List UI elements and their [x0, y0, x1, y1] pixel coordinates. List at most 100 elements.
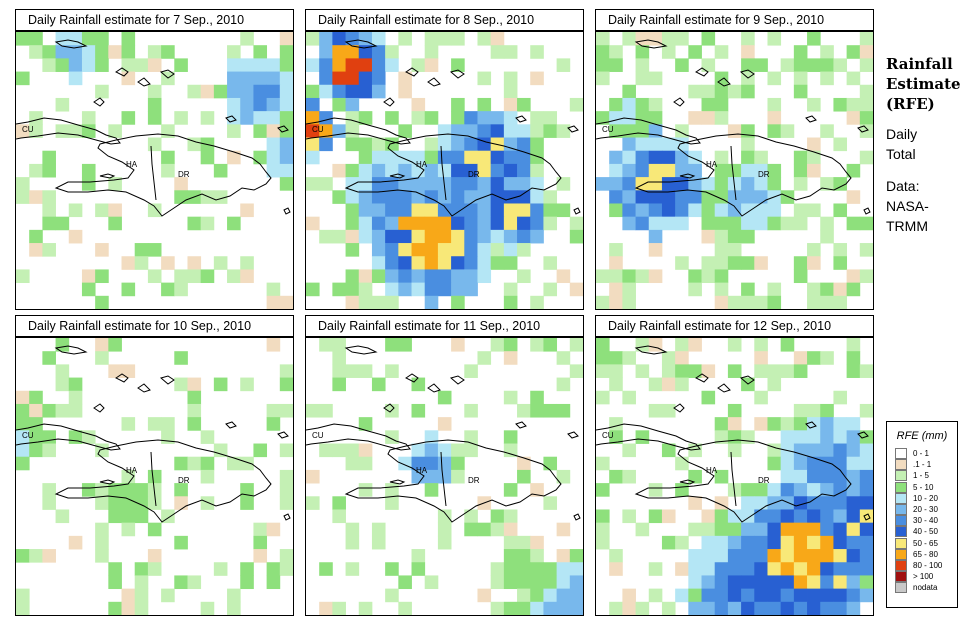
- rainfall-cell: [174, 483, 188, 497]
- rainfall-cell: [411, 150, 426, 165]
- legend-label: 80 - 100: [913, 560, 943, 570]
- rainfall-cell: [543, 456, 558, 471]
- rainfall-cell: [174, 177, 188, 191]
- rainfall-cell: [793, 203, 808, 218]
- rainfall-cell: [556, 588, 571, 603]
- rainfall-cell: [411, 377, 426, 392]
- rainfall-cell: [635, 58, 650, 72]
- rainfall-cell: [121, 522, 136, 537]
- rainfall-cell: [503, 483, 518, 497]
- rainfall-cell: [437, 509, 452, 524]
- rainfall-cell: [833, 496, 848, 510]
- coastline: [427, 383, 441, 393]
- rainfall-cell: [345, 58, 360, 72]
- rainfall-cell: [767, 71, 782, 86]
- rainfall-cell: [55, 97, 70, 112]
- rainfall-cell: [437, 535, 452, 550]
- rainfall-cell: [424, 203, 439, 218]
- rainfall-cell: [240, 97, 254, 112]
- coastline: [99, 479, 116, 485]
- rainfall-cell: [464, 163, 478, 178]
- legend-swatch: [895, 470, 907, 482]
- rainfall-cell: [371, 71, 386, 86]
- rainfall-cell: [833, 282, 848, 297]
- rainfall-cell: [134, 588, 149, 603]
- rainfall-cell: [81, 124, 96, 138]
- rainfall-cell: [688, 522, 702, 537]
- rainfall-cell: [411, 469, 426, 484]
- rainfall-cell: [477, 111, 492, 125]
- rainfall-cell: [16, 601, 30, 615]
- rainfall-cell: [490, 45, 505, 59]
- rainfall-cell: [174, 575, 188, 590]
- rainfall-cell: [477, 256, 492, 270]
- rainfall-cell: [95, 535, 109, 550]
- country-label-cuba: CU: [312, 431, 324, 440]
- rainfall-cell: [807, 588, 821, 603]
- rainfall-cell: [569, 562, 583, 576]
- rainfall-cell: [503, 390, 518, 405]
- rainfall-cell: [371, 177, 386, 191]
- rainfall-cell: [793, 430, 808, 444]
- rainfall-cell: [81, 58, 96, 72]
- rainfall-cell: [68, 390, 83, 405]
- rainfall-cell: [108, 203, 122, 218]
- rainfall-cell: [345, 282, 360, 297]
- rainfall-cell: [95, 295, 109, 309]
- rainfall-cell: [121, 483, 136, 497]
- rainfall-cell: [780, 483, 795, 497]
- country-label-dominican-republic: DR: [758, 476, 770, 485]
- rainfall-cell: [609, 549, 623, 563]
- country-label-haiti: HA: [706, 160, 718, 169]
- rainfall-cell: [807, 535, 821, 550]
- rainfall-cell: [609, 377, 623, 392]
- rainfall-cell: [266, 417, 281, 431]
- rainfall-cell: [411, 269, 426, 284]
- legend-label: 40 - 50: [913, 527, 938, 537]
- rainfall-cell: [464, 111, 478, 125]
- rainfall-cell: [108, 124, 122, 138]
- rainfall-cell: [622, 588, 636, 603]
- rainfall-cell: [200, 456, 215, 471]
- rainfall-cell: [635, 97, 650, 112]
- legend-swatch: [895, 459, 907, 471]
- rainfall-cell: [398, 163, 412, 178]
- rainfall-cell: [437, 417, 452, 431]
- country-label-haiti: HA: [416, 160, 428, 169]
- rainfall-cell: [688, 203, 702, 218]
- rainfall-cell: [42, 58, 56, 72]
- rainfall-cell: [609, 243, 623, 257]
- rainfall-cell: [517, 269, 531, 284]
- rainfall-cell: [161, 588, 175, 603]
- legend-swatch: [895, 492, 907, 504]
- rainfall-cell: [859, 403, 873, 418]
- rainfall-cell: [609, 601, 623, 615]
- rainfall-cell: [503, 351, 518, 365]
- rainfall-cell: [266, 58, 281, 72]
- rainfall-cell: [767, 509, 782, 524]
- rainfall-cell: [596, 71, 610, 86]
- rainfall-cell: [332, 163, 346, 178]
- rainfall-cell: [622, 177, 636, 191]
- rainfall-cell: [596, 390, 610, 405]
- country-label-cuba: CU: [22, 125, 34, 134]
- rainfall-cell: [358, 229, 373, 244]
- rainfall-cell: [833, 443, 848, 458]
- rainfall-cell: [121, 509, 136, 524]
- rainfall-cell: [622, 190, 636, 204]
- rainfall-cell: [780, 562, 795, 576]
- rainfall-cell: [503, 203, 518, 218]
- rainfall-cell: [793, 588, 808, 603]
- rainfall-map-canvas: CU HA DR: [16, 338, 293, 615]
- rainfall-cell: [701, 32, 716, 46]
- rainfall-cell: [609, 190, 623, 204]
- rainfall-cell: [437, 32, 452, 46]
- rainfall-cell: [517, 203, 531, 218]
- panel-title: Daily Rainfall estimate for 9 Sep., 2010: [595, 9, 874, 31]
- country-label-cuba: CU: [22, 431, 34, 440]
- rainfall-cell: [200, 190, 215, 204]
- coastline: [283, 513, 291, 521]
- rainfall-cell: [332, 58, 346, 72]
- rainfall-cell: [846, 483, 861, 497]
- rainfall-cell: [793, 84, 808, 99]
